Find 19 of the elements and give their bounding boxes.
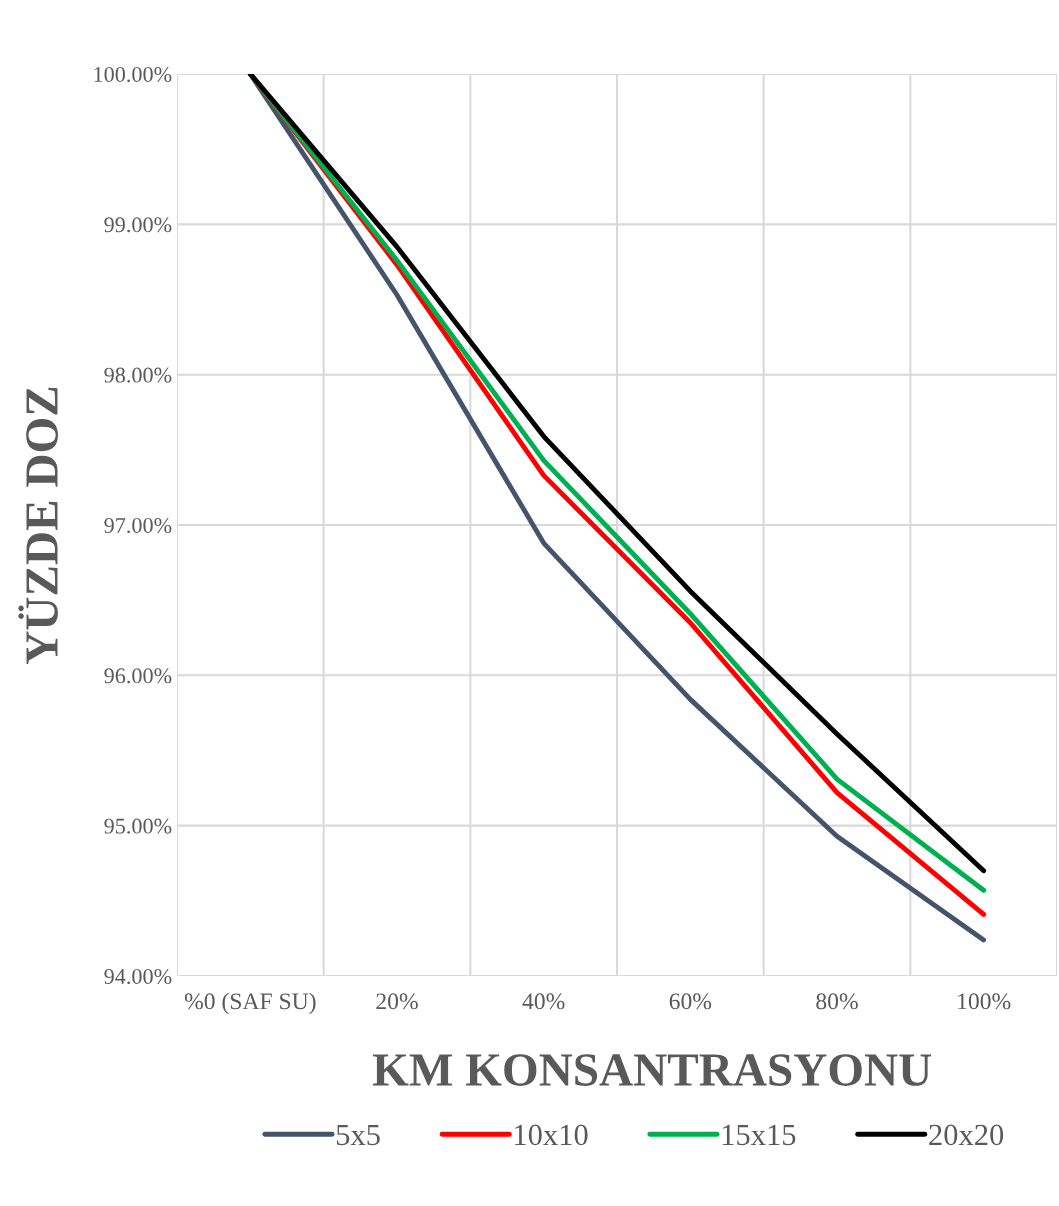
x-tick-label: 100%: [958, 993, 1011, 1010]
y-tick-label: 96.00%: [104, 668, 172, 684]
legend-label: 20x20: [929, 1124, 1004, 1146]
legend-label: 10x10: [515, 1124, 588, 1146]
y-axis-title: YÜZDE DOZ: [18, 387, 58, 664]
y-tick-label: 95.00%: [104, 818, 172, 834]
x-tick-label: 60%: [669, 993, 712, 1010]
legend-label: 5x5: [336, 1124, 380, 1146]
y-tick-label: 98.00%: [104, 367, 172, 383]
x-axis-title: KM KONSANTRASYONU: [372, 1054, 932, 1086]
y-tick-label: 97.00%: [104, 517, 172, 534]
y-tick-label: 100.00%: [94, 66, 172, 83]
x-tick-label: 40%: [522, 993, 565, 1010]
y-tick-label: 99.00%: [104, 217, 172, 233]
x-tick-label: %0 (SAF SU): [184, 992, 316, 1015]
legend-label: 15x15: [722, 1124, 796, 1146]
x-tick-label: 20%: [376, 993, 418, 1010]
y-tick-label: 94.00%: [104, 968, 172, 985]
x-tick-label: 80%: [816, 993, 858, 1010]
